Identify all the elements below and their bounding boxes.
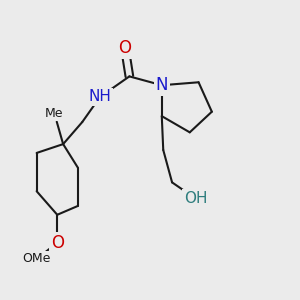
Text: OH: OH: [184, 191, 207, 206]
Text: NH: NH: [88, 89, 111, 104]
Text: Me: Me: [45, 107, 64, 120]
Text: O: O: [118, 39, 131, 57]
Text: N: N: [155, 76, 168, 94]
Text: OMe: OMe: [22, 252, 51, 266]
Text: O: O: [51, 234, 64, 252]
